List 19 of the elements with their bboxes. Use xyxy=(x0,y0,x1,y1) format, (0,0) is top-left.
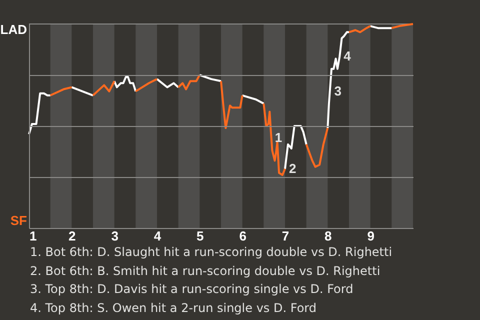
annotation: 1 xyxy=(274,130,282,146)
text: 4. Top 8th: S. Owen hit a 2-run single vs D. Ford xyxy=(30,300,318,316)
text: SF xyxy=(10,213,28,228)
x-tick-label: 9 xyxy=(367,228,374,244)
x-tick-label: 3 xyxy=(111,228,118,244)
x-tick-label: 7 xyxy=(282,228,290,244)
text: 1. Bot 6th: D. Slaught hit a run-scoring double vs D. Righetti xyxy=(30,244,392,261)
annotation: 3 xyxy=(334,83,342,98)
x-tick-label: 8 xyxy=(324,228,332,244)
annotation: 2 xyxy=(289,160,296,176)
x-tick-label: 5 xyxy=(196,228,204,244)
x-tick-label: 4 xyxy=(154,228,162,244)
x-tick-label: 2 xyxy=(68,228,76,244)
text: 2. Bot 6th: B. Smith hit a run-scoring double vs D. Righetti xyxy=(30,262,382,280)
text: 3. Top 8th: D. Davis hit a run-scoring single vs D. Ford xyxy=(30,281,354,298)
text: LAD xyxy=(0,22,27,37)
x-tick-label: 6 xyxy=(239,228,246,244)
annotation: 4 xyxy=(344,48,352,64)
x-tick-label: 1 xyxy=(30,228,37,244)
